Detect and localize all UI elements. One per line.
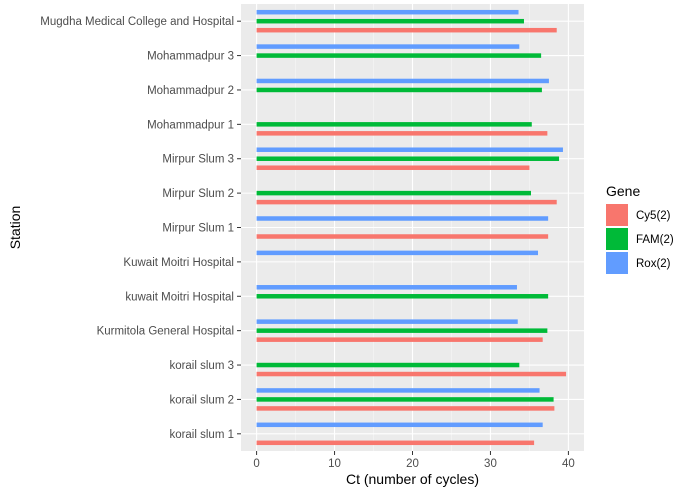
- bar: [256, 397, 554, 402]
- bar: [256, 147, 563, 152]
- bar: [256, 131, 548, 136]
- bar: [256, 156, 560, 161]
- bar: [256, 440, 535, 446]
- bar: [256, 337, 543, 342]
- bar: [256, 87, 542, 93]
- bar: [256, 27, 557, 33]
- y-tick-label: Mirpur Slum 1: [162, 223, 234, 235]
- bar: [256, 250, 539, 256]
- y-tick-label: korail slum 3: [169, 360, 234, 372]
- legend-label: Cy5(2): [636, 210, 671, 222]
- x-axis-title: Ct (number of cycles): [346, 471, 479, 487]
- bar: [256, 388, 540, 393]
- bar: [256, 234, 549, 239]
- x-axis-ticks: 0 10 20 30 40: [253, 451, 575, 470]
- bar: [256, 122, 532, 127]
- bar: [256, 9, 519, 15]
- x-tick-label: 20: [406, 458, 419, 470]
- legend-key: [606, 204, 628, 226]
- x-tick-label: 40: [562, 458, 575, 470]
- y-tick-label: Mirpur Slum 2: [162, 188, 234, 200]
- bars: [256, 9, 567, 446]
- legend-title: Gene: [606, 183, 640, 199]
- legend-key: [606, 252, 628, 274]
- bar: [256, 18, 524, 24]
- bar: [256, 216, 549, 221]
- bar: [256, 328, 548, 333]
- legend-key: [606, 228, 628, 250]
- bar: [256, 362, 520, 368]
- y-tick-label: Mugdha Medical College and Hospital: [40, 16, 234, 28]
- bar: [256, 319, 518, 324]
- bar: [256, 78, 549, 84]
- bar: [256, 199, 557, 205]
- y-axis-title: Station: [7, 206, 23, 250]
- legend-label: Rox(2): [636, 258, 671, 270]
- y-tick-label: korail slum 1: [169, 429, 234, 441]
- y-tick-label: Kuwait Moitri Hospital: [123, 257, 234, 269]
- bar: [256, 53, 542, 58]
- bar: [256, 165, 530, 170]
- y-tick-label: Mirpur Slum 3: [162, 154, 234, 166]
- y-tick-label: Kurmitola General Hospital: [97, 326, 234, 338]
- y-tick-label: korail slum 2: [169, 394, 234, 406]
- y-tick-label: Mohammadpur 2: [147, 85, 234, 97]
- y-tick-label: Mohammadpur 3: [147, 51, 234, 63]
- x-tick-label: 30: [484, 458, 497, 470]
- y-tick-label: Mohammadpur 1: [147, 119, 234, 131]
- bar: [256, 190, 531, 196]
- bar: [256, 44, 520, 49]
- y-tick-label: kuwait Moitri Hospital: [125, 291, 234, 303]
- x-tick-label: 0: [253, 458, 259, 470]
- bar: [256, 422, 543, 428]
- bar: [256, 406, 555, 411]
- bar: [256, 294, 549, 299]
- y-axis-ticks: korail slum 1 korail slum 2 korail slum 3 K…: [40, 16, 241, 441]
- legend-label: FAM(2): [636, 234, 674, 246]
- bar: [256, 285, 517, 290]
- legend: Gene Cy5(2) FAM(2) Rox(2): [606, 183, 674, 274]
- bar: [256, 371, 567, 377]
- x-tick-label: 10: [328, 458, 341, 470]
